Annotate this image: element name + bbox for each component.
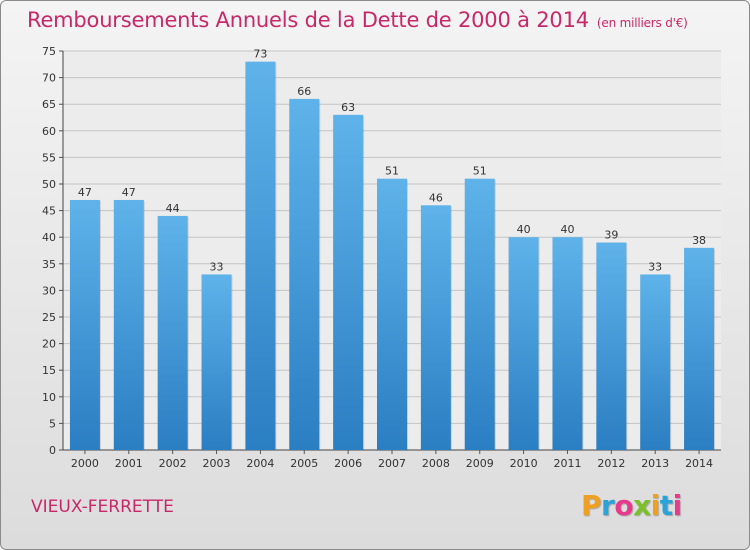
bar xyxy=(201,274,232,450)
bar-value-label: 33 xyxy=(648,260,662,273)
x-tick-label: 2009 xyxy=(466,457,494,470)
chart-title-text: Remboursements Annuels de la Dette de 20… xyxy=(27,8,589,32)
x-tick-label: 2006 xyxy=(334,457,362,470)
bar xyxy=(420,205,451,450)
bar xyxy=(596,242,627,450)
bar-value-label: 51 xyxy=(473,165,487,178)
y-tick-label: 15 xyxy=(42,364,56,377)
y-tick-label: 60 xyxy=(42,125,56,138)
bar xyxy=(377,178,407,450)
bar xyxy=(333,114,364,450)
x-tick-label: 2010 xyxy=(510,457,538,470)
labels: 0 5 10 15 20 25 30 35 40 45 50 55 60 65 70 75 47 2000 47 20… xyxy=(42,45,713,470)
y-tick-label: 20 xyxy=(42,338,56,351)
x-tick-label: 2012 xyxy=(597,457,625,470)
x-tick-label: 2002 xyxy=(159,457,187,470)
x-tick-label: 2000 xyxy=(71,457,99,470)
x-tick-label: 2011 xyxy=(553,457,581,470)
bars xyxy=(69,61,716,450)
bar-value-label: 39 xyxy=(604,229,618,242)
x-tick-label: 2001 xyxy=(115,457,143,470)
bar xyxy=(245,61,276,450)
bar-value-label: 66 xyxy=(297,85,311,98)
bar xyxy=(640,274,671,450)
bar xyxy=(684,247,715,450)
y-tick-label: 70 xyxy=(42,72,56,85)
bar xyxy=(464,178,495,450)
y-tick-label: 0 xyxy=(49,444,56,457)
town-name: VIEUX-FERRETTE xyxy=(31,497,174,517)
x-tick-label: 2004 xyxy=(246,457,274,470)
chart-unit: (en milliers d'€) xyxy=(596,16,688,30)
bar-value-label: 73 xyxy=(253,48,267,61)
x-tick-label: 2007 xyxy=(378,457,406,470)
bar-value-label: 51 xyxy=(385,165,399,178)
y-tick-label: 30 xyxy=(42,284,56,297)
proxiti-logo[interactable]: Proxiti xyxy=(581,489,682,522)
x-tick-label: 2003 xyxy=(203,457,231,470)
bar-value-label: 63 xyxy=(341,101,355,114)
bar-value-label: 40 xyxy=(517,223,531,236)
bar-value-label: 44 xyxy=(166,202,180,215)
bar-value-label: 46 xyxy=(429,191,443,204)
x-tick-label: 2008 xyxy=(422,457,450,470)
bar-value-label: 33 xyxy=(210,260,224,273)
bar xyxy=(157,215,188,450)
y-tick-label: 25 xyxy=(42,311,56,324)
bar-value-label: 40 xyxy=(560,223,574,236)
y-tick-label: 45 xyxy=(42,205,56,218)
x-tick-label: 2005 xyxy=(290,457,318,470)
y-tick-label: 5 xyxy=(49,417,56,430)
y-tick-label: 65 xyxy=(42,98,56,111)
y-tick-label: 55 xyxy=(42,151,56,164)
y-tick-label: 10 xyxy=(42,391,56,404)
bar-value-label: 47 xyxy=(78,186,92,199)
bar xyxy=(69,199,100,450)
x-tick-label: 2013 xyxy=(641,457,669,470)
x-tick-label: 2014 xyxy=(685,457,713,470)
bar xyxy=(508,237,539,450)
bar xyxy=(289,98,320,450)
chart-title: Remboursements Annuels de la Dette de 20… xyxy=(27,8,688,32)
bar xyxy=(552,237,583,450)
y-tick-label: 50 xyxy=(42,178,56,191)
bar-value-label: 47 xyxy=(122,186,136,199)
y-tick-label: 75 xyxy=(42,45,56,58)
y-tick-label: 35 xyxy=(42,258,56,271)
bar xyxy=(113,199,144,450)
bar-value-label: 38 xyxy=(692,234,706,247)
y-tick-label: 40 xyxy=(42,231,56,244)
